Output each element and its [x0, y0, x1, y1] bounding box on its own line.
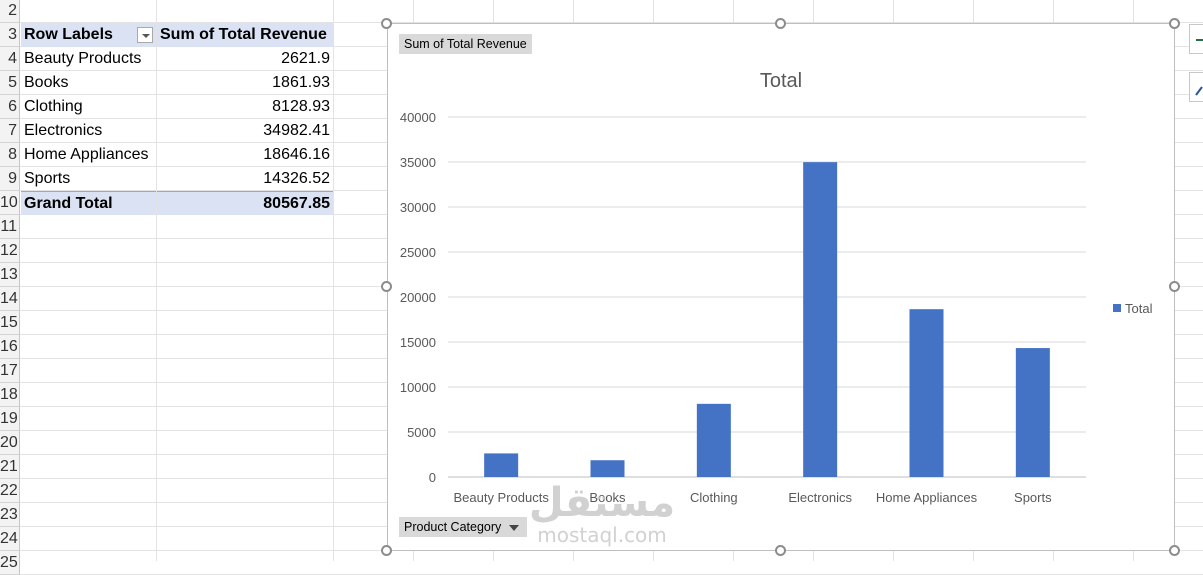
y-tick-label: 25000	[400, 245, 436, 260]
row-number[interactable]: 16	[0, 335, 20, 359]
row-number[interactable]: 18	[0, 383, 20, 407]
row-number[interactable]: 22	[0, 479, 20, 503]
column-divider	[333, 0, 334, 561]
row-number[interactable]: 6	[0, 95, 20, 119]
bar[interactable]	[484, 453, 519, 477]
pivot-row-labels-header[interactable]: Row Labels	[21, 23, 156, 47]
pivot-row-value[interactable]: 2621.9	[281, 50, 330, 67]
bar[interactable]	[1015, 348, 1050, 477]
row-number[interactable]: 21	[0, 455, 20, 479]
row-number[interactable]: 7	[0, 119, 20, 143]
row-number[interactable]: 3	[0, 23, 20, 47]
resize-handle[interactable]	[381, 18, 392, 29]
resize-handle[interactable]	[775, 545, 786, 556]
filter-dropdown-icon[interactable]	[137, 27, 153, 43]
bar[interactable]	[696, 403, 731, 477]
row-number[interactable]: 4	[0, 47, 20, 71]
x-tick-label: Electronics	[788, 490, 852, 505]
pivot-row-label[interactable]: Beauty Products	[24, 50, 142, 67]
y-tick-label: 20000	[400, 290, 436, 305]
resize-handle[interactable]	[1169, 281, 1180, 292]
row-number[interactable]: 11	[0, 215, 20, 239]
y-tick-label: 35000	[400, 155, 436, 170]
pivot-chart[interactable]: Sum of Total Revenue Total 0 5000 10000 150…	[387, 23, 1175, 551]
resize-handle[interactable]	[1169, 545, 1180, 556]
chart-elements-button[interactable]	[1189, 24, 1203, 54]
resize-handle[interactable]	[381, 281, 392, 292]
resize-handle[interactable]	[381, 545, 392, 556]
bar[interactable]	[909, 309, 944, 477]
x-tick-label: Books	[589, 490, 626, 505]
row-number[interactable]: 2	[0, 0, 20, 23]
x-tick-label: Home Appliances	[876, 490, 978, 505]
pivot-row-value[interactable]: 14326.52	[263, 170, 330, 187]
y-tick-label: 40000	[400, 110, 436, 125]
pivot-row-value[interactable]: 1861.93	[272, 74, 330, 91]
chart-styles-button[interactable]	[1189, 72, 1203, 102]
dropdown-arrow-icon	[509, 524, 520, 531]
x-tick-label: Beauty Products	[453, 490, 549, 505]
bar[interactable]	[590, 460, 625, 477]
pivot-row-value[interactable]: 8128.93	[272, 98, 330, 115]
pivot-row-label[interactable]: Books	[24, 74, 69, 91]
y-tick-label: 30000	[400, 200, 436, 215]
resize-handle[interactable]	[775, 18, 786, 29]
row-number[interactable]: 12	[0, 239, 20, 263]
y-tick-label: 15000	[400, 335, 436, 350]
row-number[interactable]: 10	[0, 191, 20, 215]
pivot-row-value[interactable]: 18646.16	[263, 146, 330, 163]
pivot-row-value[interactable]: 34982.41	[263, 122, 330, 139]
row-number[interactable]: 23	[0, 503, 20, 527]
x-tick-label: Sports	[1014, 490, 1052, 505]
row-number[interactable]: 20	[0, 431, 20, 455]
bar[interactable]	[803, 162, 838, 477]
legend-label[interactable]: Total	[1125, 301, 1153, 316]
row-number[interactable]: 13	[0, 263, 20, 287]
pivot-row-label[interactable]: Clothing	[24, 98, 83, 115]
plus-icon	[1196, 39, 1203, 41]
pivot-row-label[interactable]: Sports	[24, 170, 71, 187]
chart-plot-area[interactable]: 0 5000 10000 15000 20000 25000 30000 35000 40000…	[388, 24, 1174, 550]
axis-field-button[interactable]: Product Category	[399, 517, 527, 537]
grand-total-value[interactable]: 80567.85	[157, 191, 333, 215]
resize-handle[interactable]	[1169, 18, 1180, 29]
pivot-row-label[interactable]: Home Appliances	[24, 146, 149, 163]
row-number[interactable]: 25	[0, 551, 20, 575]
column-divider	[156, 0, 157, 561]
row-divider	[20, 22, 1203, 23]
row-number[interactable]: 9	[0, 167, 20, 191]
pivot-row-label[interactable]: Electronics	[24, 122, 103, 139]
y-tick-label: 10000	[400, 380, 436, 395]
chart-title[interactable]: Total	[759, 70, 803, 92]
axis-field-label: Product Category	[404, 520, 502, 534]
y-tick-label: 0	[429, 470, 436, 485]
row-number[interactable]: 15	[0, 311, 20, 335]
legend-swatch	[1113, 304, 1121, 312]
grand-total-label[interactable]: Grand Total	[21, 191, 156, 215]
y-tick-label: 5000	[407, 425, 436, 440]
row-number[interactable]: 17	[0, 359, 20, 383]
x-tick-label: Clothing	[690, 490, 738, 505]
pivot-value-header[interactable]: Sum of Total Revenue	[157, 23, 333, 47]
row-number[interactable]: 8	[0, 143, 20, 167]
value-field-button[interactable]: Sum of Total Revenue	[399, 34, 532, 54]
brush-icon	[1195, 86, 1203, 96]
row-labels-text: Row Labels	[24, 26, 113, 43]
row-number[interactable]: 5	[0, 71, 20, 95]
row-number[interactable]: 19	[0, 407, 20, 431]
row-number[interactable]: 14	[0, 287, 20, 311]
row-number[interactable]: 24	[0, 527, 20, 551]
